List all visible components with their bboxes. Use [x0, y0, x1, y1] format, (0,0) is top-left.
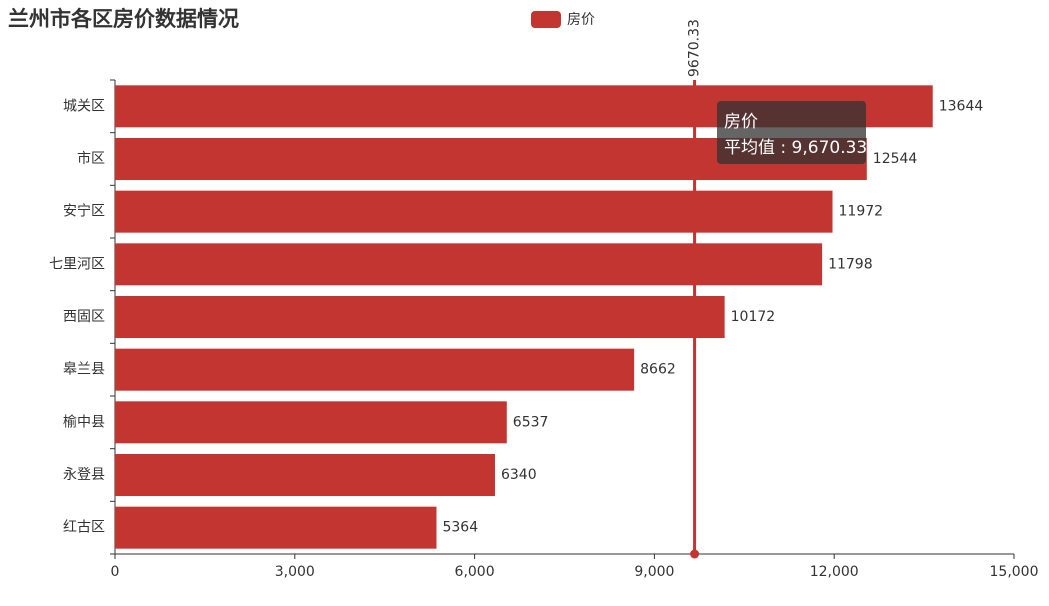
x-tick-label: 9,000	[634, 564, 674, 580]
bar	[115, 454, 495, 496]
bar	[115, 401, 507, 444]
value-label: 5364	[442, 520, 478, 536]
value-label: 11798	[828, 256, 873, 272]
y-tick-label: 西固区	[63, 309, 105, 325]
mark-line-end	[690, 549, 700, 559]
y-tick-label: 榆中县	[63, 414, 105, 430]
bar	[115, 296, 725, 338]
x-tick-label: 12,000	[810, 564, 859, 580]
value-label: 12544	[873, 151, 918, 167]
value-label: 6340	[501, 467, 537, 483]
mark-line-label: 9670.33	[687, 19, 703, 77]
x-tick-label: 0	[111, 564, 120, 580]
bar	[115, 243, 823, 286]
y-tick-label: 永登县	[63, 467, 105, 483]
y-tick-label: 皋兰县	[63, 362, 105, 378]
bar	[115, 190, 833, 233]
tooltip-text: 平均值 : 9,670.33	[724, 138, 867, 158]
y-tick-label: 七里河区	[49, 256, 105, 272]
x-tick-label: 6,000	[455, 564, 495, 580]
value-label: 6537	[513, 414, 549, 430]
value-label: 8662	[640, 362, 676, 378]
bar	[115, 348, 635, 391]
y-tick-label: 市区	[77, 150, 105, 167]
y-tick-label: 安宁区	[63, 203, 105, 220]
bar	[115, 506, 437, 549]
x-tick-label: 3,000	[275, 564, 315, 580]
legend-swatch[interactable]	[531, 11, 561, 28]
value-label: 10172	[731, 309, 776, 325]
tooltip-box	[717, 101, 866, 164]
x-tick-label: 15,000	[990, 564, 1039, 580]
legend-label[interactable]: 房价	[567, 12, 595, 28]
y-tick-label: 红古区	[63, 520, 105, 536]
y-tick-label: 城关区	[63, 98, 105, 114]
chart-title: 兰州市各区房价数据情况	[8, 7, 239, 31]
tooltip-title: 房价	[724, 112, 758, 132]
value-label: 13644	[939, 98, 984, 114]
value-label: 11972	[839, 204, 884, 220]
